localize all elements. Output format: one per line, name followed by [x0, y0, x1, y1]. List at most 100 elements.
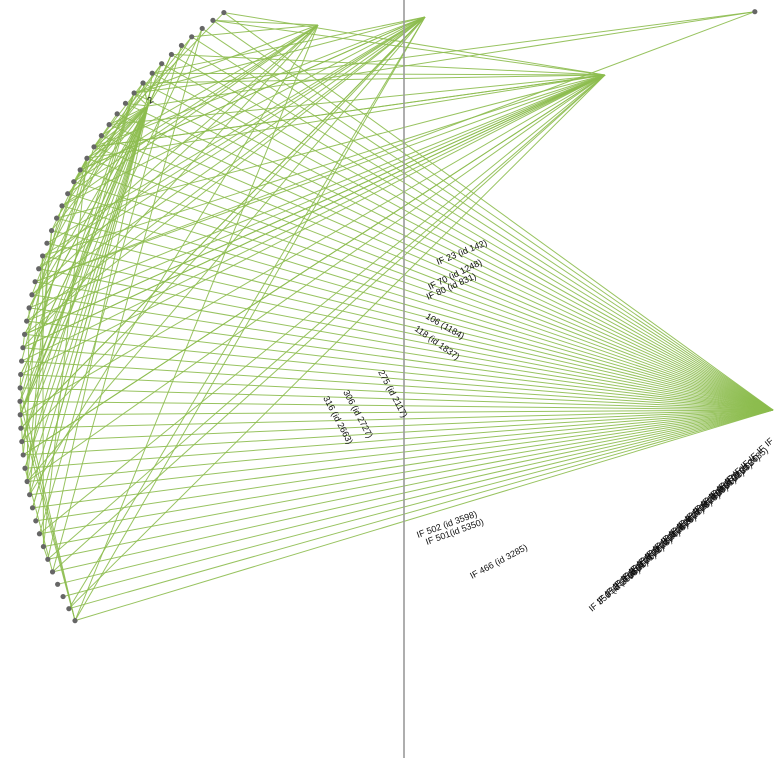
graph-edge [86, 157, 774, 411]
graph-edge [42, 74, 606, 257]
graph-edge [26, 320, 774, 411]
graph-node [54, 215, 60, 221]
graph-node [20, 345, 26, 351]
graph-edge [26, 230, 53, 482]
graph-edge [42, 16, 426, 257]
graph-node [131, 90, 137, 96]
graph-edge [24, 468, 54, 572]
graph-edge [151, 72, 774, 411]
graph-edge [46, 242, 774, 411]
graph-edge [20, 387, 774, 411]
graph-edge [20, 74, 606, 375]
graph-edge [133, 92, 774, 411]
graph-edge [20, 409, 774, 416]
graph-node [98, 133, 105, 139]
graph-edge [161, 63, 774, 411]
graph-edge [74, 24, 319, 621]
graph-node [29, 292, 35, 298]
graph-node [159, 61, 165, 67]
cluster-edge-label: IF [763, 435, 774, 448]
graph-node [221, 9, 227, 16]
graph-edge [52, 409, 774, 573]
graph-edge [116, 113, 774, 411]
graph-edge [57, 409, 774, 585]
graph-edge [34, 11, 756, 283]
graph-edge [31, 24, 319, 296]
graph-node [84, 155, 90, 161]
graph-node [20, 452, 26, 458]
graph-edge [26, 169, 81, 322]
graph-edge [47, 409, 774, 560]
graph-edge [19, 92, 135, 415]
graph-edge [52, 28, 203, 573]
graph-edge [93, 12, 225, 148]
graph-node [17, 412, 23, 418]
graph-edge [21, 74, 606, 362]
graph-node [168, 51, 175, 58]
graph-node [199, 25, 205, 32]
graph-node [24, 318, 30, 324]
graph-edge [21, 360, 774, 411]
graph-edge [56, 74, 606, 219]
graph-edge [19, 414, 76, 621]
edge-layer [19, 11, 774, 622]
graph-edge [152, 72, 606, 76]
graph-edge [19, 63, 163, 415]
graph-edge [19, 400, 774, 411]
graph-edge [86, 105, 149, 159]
graph-node [178, 42, 185, 49]
graph-edge [86, 74, 606, 159]
graph-edge [38, 45, 182, 534]
graph-edge [56, 217, 774, 411]
graph-edge [79, 16, 426, 171]
graph-edge [42, 158, 88, 547]
graph-edge [22, 74, 606, 349]
graph-node [189, 34, 195, 40]
graph-edge [73, 36, 193, 183]
graph-node [106, 122, 112, 128]
graph-edge [24, 409, 774, 469]
graph-edge [79, 63, 163, 171]
graph-node [40, 253, 46, 259]
graph-node [752, 9, 758, 15]
graph-edge [31, 169, 81, 295]
graph-edge [23, 409, 774, 456]
graph-node [22, 465, 28, 471]
graph-edge [171, 53, 606, 76]
graph-node [49, 569, 56, 575]
graph-node [48, 227, 55, 234]
graph-edge [62, 409, 774, 598]
graph-edge [29, 24, 319, 495]
graph-edge [24, 333, 774, 411]
graph-edge [28, 74, 606, 309]
graph-edge [61, 16, 426, 207]
graph-edge [19, 74, 606, 416]
graph-edge [101, 135, 774, 411]
graph-edge [51, 230, 774, 411]
graph-edge [51, 105, 149, 231]
graph-node [33, 518, 39, 524]
graph-edge [212, 19, 319, 26]
graph-edge [86, 24, 319, 159]
graph-edge [38, 24, 319, 270]
graph-node [18, 425, 24, 431]
graph-edge [20, 16, 426, 429]
graph-edge [32, 105, 149, 508]
graph-node [149, 70, 155, 76]
graph-edge [24, 105, 149, 469]
graph-edge [80, 169, 774, 411]
graph-edge [43, 409, 774, 548]
graph-edge [39, 74, 606, 535]
graph-edge [171, 53, 774, 411]
graph-node [32, 279, 38, 285]
graph-edge [26, 105, 149, 482]
graph-node [71, 179, 77, 185]
node-label-2: 2 [145, 95, 155, 106]
graph-edge [125, 102, 774, 411]
graph-node [140, 80, 146, 86]
graph-edge [108, 105, 149, 126]
graph-edge [191, 24, 319, 38]
graph-edge [223, 12, 606, 76]
graph-edge [73, 181, 774, 411]
